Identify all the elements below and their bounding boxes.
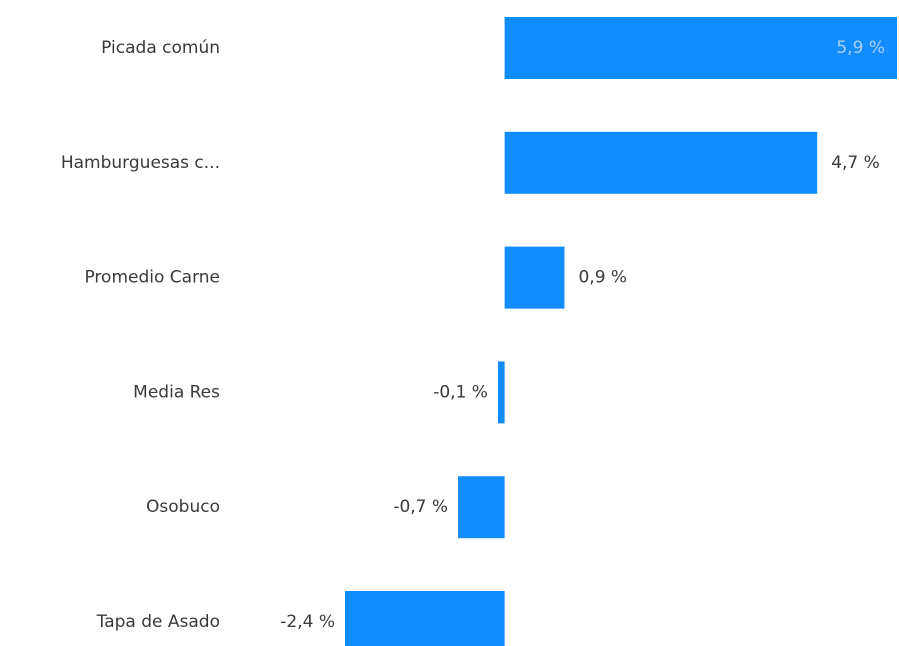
value-label: 4,7 % — [831, 153, 880, 173]
bar — [504, 131, 818, 194]
bar — [504, 17, 897, 79]
value-label: -2,4 % — [280, 612, 335, 632]
value-label: 0,9 % — [578, 268, 627, 288]
bar — [458, 476, 505, 539]
category-label: Osobuco — [146, 497, 220, 517]
value-label: -0,7 % — [393, 497, 448, 517]
category-label: Promedio Carne — [84, 268, 220, 288]
category-label: Hamburguesas c... — [61, 153, 220, 173]
bar — [497, 361, 505, 424]
category-label: Picada común — [101, 38, 220, 58]
category-label: Media Res — [133, 382, 220, 402]
value-label: -0,1 % — [433, 382, 488, 402]
value-label: 5,9 % — [836, 38, 885, 58]
bar — [504, 246, 565, 309]
category-label: Tapa de Asado — [96, 612, 220, 632]
bar — [345, 591, 505, 646]
